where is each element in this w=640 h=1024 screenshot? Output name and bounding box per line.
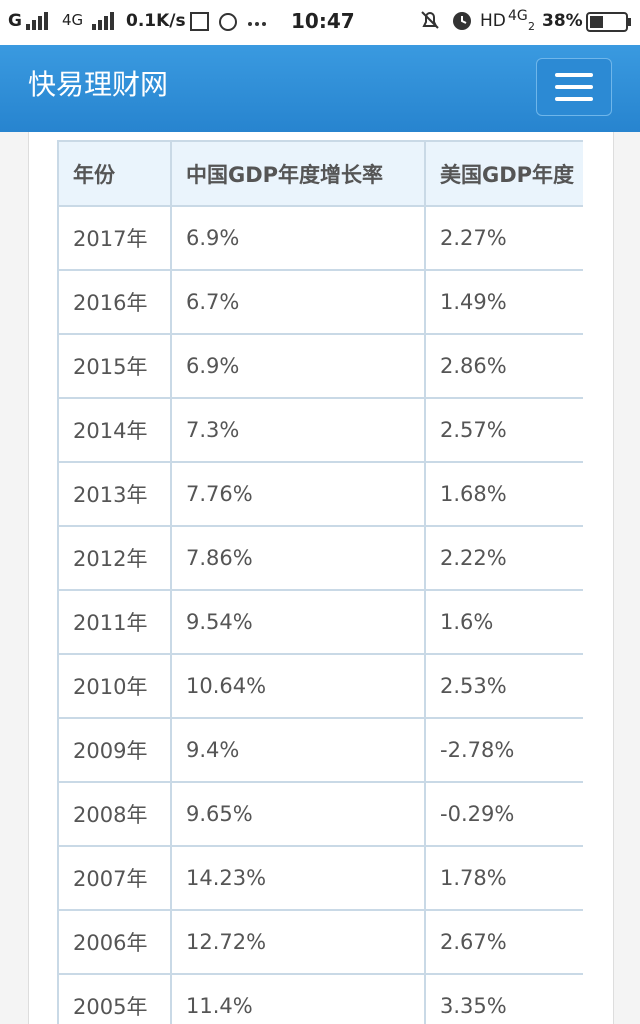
table-cell: 14.23% bbox=[170, 845, 426, 911]
table-cell: 1.78% bbox=[424, 845, 583, 911]
table-row: 2012年 7.86% 2.22% bbox=[57, 525, 583, 591]
table-row: 2009年 9.4% -2.78% bbox=[57, 717, 583, 783]
table-cell: 2014年 bbox=[57, 397, 172, 463]
table-cell: 7.86% bbox=[170, 525, 426, 591]
table-cell: 7.3% bbox=[170, 397, 426, 463]
signal-icon bbox=[92, 12, 114, 30]
table-cell: 2009年 bbox=[57, 717, 172, 783]
carrier: 4G bbox=[508, 8, 528, 24]
table-row: 2006年 12.72% 2.67% bbox=[57, 909, 583, 975]
table-cell: 2.27% bbox=[424, 205, 583, 271]
table-cell: 2.22% bbox=[424, 525, 583, 591]
table-row: 2015年 6.9% 2.86% bbox=[57, 333, 583, 399]
table-cell: 6.7% bbox=[170, 269, 426, 335]
table-cell: 11.4% bbox=[170, 973, 426, 1024]
net-speed: 0.1K/s bbox=[126, 11, 186, 31]
battery-icon bbox=[586, 12, 631, 32]
site-title[interactable]: 快易理财网 bbox=[28, 68, 169, 101]
column-header: 美国GDP年度 bbox=[424, 140, 583, 207]
table-cell: 12.72% bbox=[170, 909, 426, 975]
table-cell: -0.29% bbox=[424, 781, 583, 847]
site-header: 快易理财网 bbox=[0, 45, 640, 132]
table-row: 2005年 11.4% 3.35% bbox=[57, 973, 583, 1024]
table-row: 2008年 9.65% -0.29% bbox=[57, 781, 583, 847]
table-cell: 2007年 bbox=[57, 845, 172, 911]
table-cell: 2.67% bbox=[424, 909, 583, 975]
table-cell: 2010年 bbox=[57, 653, 172, 719]
table-row: 2014年 7.3% 2.57% bbox=[57, 397, 583, 463]
table-cell: 1.68% bbox=[424, 461, 583, 527]
battery-level: 38% bbox=[542, 11, 583, 31]
table-cell: 9.54% bbox=[170, 589, 426, 655]
table-cell: 10.64% bbox=[170, 653, 426, 719]
table-row: 2011年 9.54% 1.6% bbox=[57, 589, 583, 655]
table-cell: 2.53% bbox=[424, 653, 583, 719]
signal-icon bbox=[26, 12, 48, 30]
table-cell: 2.57% bbox=[424, 397, 583, 463]
table-cell: 1.49% bbox=[424, 269, 583, 335]
table-cell: 2017年 bbox=[57, 205, 172, 271]
status-icons bbox=[421, 11, 471, 30]
table-cell: 2011年 bbox=[57, 589, 172, 655]
table-row: 2017年 6.9% 2.27% bbox=[57, 205, 583, 271]
notification-icons bbox=[190, 12, 266, 31]
table-cell: -2.78% bbox=[424, 717, 583, 783]
table-row: 2013年 7.76% 1.68% bbox=[57, 461, 583, 527]
table-cell: 7.76% bbox=[170, 461, 426, 527]
table-cell: 2016年 bbox=[57, 269, 172, 335]
table-cell: 1.6% bbox=[424, 589, 583, 655]
table-cell: 9.65% bbox=[170, 781, 426, 847]
table-cell: 2005年 bbox=[57, 973, 172, 1024]
hd: HD bbox=[480, 11, 506, 31]
gdp-table: 年份 中国GDP年度增长率 美国GDP年度 2017年 6.9% 2.27% 2016年 6… bbox=[57, 140, 583, 1024]
column-header: 年份 bbox=[57, 140, 172, 207]
table-cell: 2.86% bbox=[424, 333, 583, 399]
menu-button[interactable] bbox=[536, 58, 612, 116]
table-cell: 6.9% bbox=[170, 333, 426, 399]
table-cell: 2012年 bbox=[57, 525, 172, 591]
table-cell: 6.9% bbox=[170, 205, 426, 271]
table-cell: 2008年 bbox=[57, 781, 172, 847]
status-bar: G 4G 0.1K/s 10:47 HD 4G 2 38% bbox=[0, 0, 640, 45]
clock: 10:47 bbox=[291, 9, 355, 33]
carrier: G bbox=[8, 11, 22, 31]
table-container: 年份 中国GDP年度增长率 美国GDP年度 2017年 6.9% 2.27% 2016年 6… bbox=[57, 140, 583, 1024]
sim: 2 bbox=[528, 20, 535, 33]
header-row: 年份 中国GDP年度增长率 美国GDP年度 bbox=[57, 140, 583, 207]
table-cell: 3.35% bbox=[424, 973, 583, 1024]
table-cell: 2015年 bbox=[57, 333, 172, 399]
carrier: 4G bbox=[62, 11, 84, 29]
column-header: 中国GDP年度增长率 bbox=[170, 140, 426, 207]
table-row: 2007年 14.23% 1.78% bbox=[57, 845, 583, 911]
table-row: 2010年 10.64% 2.53% bbox=[57, 653, 583, 719]
table-cell: 2006年 bbox=[57, 909, 172, 975]
table-cell: 2013年 bbox=[57, 461, 172, 527]
table-cell: 9.4% bbox=[170, 717, 426, 783]
table-row: 2016年 6.7% 1.49% bbox=[57, 269, 583, 335]
